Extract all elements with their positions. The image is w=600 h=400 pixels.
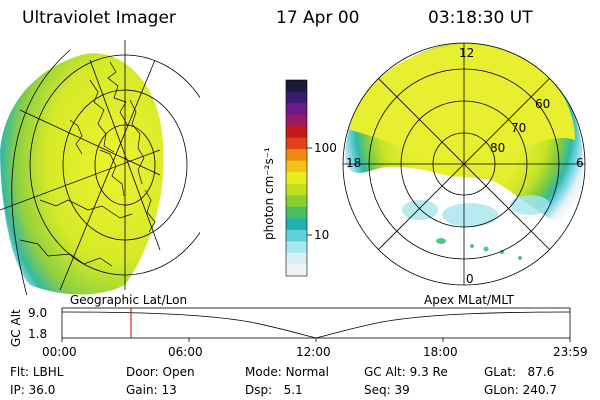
coastlines xyxy=(19,61,156,267)
colorbar-segment xyxy=(286,149,307,162)
mlt-label-0: 0 xyxy=(466,272,474,286)
info-gc-alt: GC Alt: 9.3 Re xyxy=(364,365,448,379)
colorbar-segment xyxy=(286,218,307,231)
colorbar-segment xyxy=(286,264,307,277)
info-dsp: Dsp: 5.1 xyxy=(245,383,303,397)
alt-xtick-1800: 18:00 xyxy=(423,345,458,359)
colorbar-tick-100: 100 xyxy=(314,141,337,155)
alt-xtick-0000: 00:00 xyxy=(42,345,77,359)
mlt-label-6: 6 xyxy=(576,156,584,170)
colorbar-segment xyxy=(286,114,307,127)
mlat-label-70: 70 xyxy=(511,121,527,135)
info-gain: Gain: 13 xyxy=(126,383,177,397)
info-door: Door: Open xyxy=(126,365,195,379)
colorbar-segment xyxy=(286,252,307,265)
info-glon: GLon: 240.7 xyxy=(484,383,557,397)
info-filter: Flt: LBHL xyxy=(10,365,64,379)
colorbar-segment xyxy=(286,91,307,104)
alt-ytick-low: 1.8 xyxy=(28,327,48,341)
alt-xtick-1200: 12:00 xyxy=(296,345,331,359)
altitude-curve xyxy=(61,311,571,339)
colorbar-segment xyxy=(286,229,307,242)
right-map-caption: Apex MLat/MLT xyxy=(424,293,514,307)
instrument-title: Ultraviolet Imager xyxy=(22,8,176,28)
info-ip: IP: 36.0 xyxy=(10,383,56,397)
limb-arc xyxy=(11,49,71,295)
info-seq: Seq: 39 xyxy=(364,383,410,397)
info-mode: Mode: Normal xyxy=(245,365,329,379)
alt-xtick-2359: 23:59 xyxy=(553,345,588,359)
colorbar-segment xyxy=(286,172,307,185)
left-map-caption: Geographic Lat/Lon xyxy=(70,293,188,307)
colorbar-segment xyxy=(286,103,307,116)
alt-ytick-high: 9.0 xyxy=(28,306,48,320)
mlt-label-18: 18 xyxy=(346,156,362,170)
mlat-label-60: 60 xyxy=(535,97,551,111)
observation-time: 03:18:30 UT xyxy=(428,8,533,28)
colorbar-segment xyxy=(286,206,307,219)
colorbar-segment xyxy=(286,160,307,173)
observation-date: 17 Apr 00 xyxy=(276,8,360,28)
alt-xtick-0600: 06:00 xyxy=(168,345,203,359)
info-glat: GLat: 87.6 xyxy=(484,365,555,379)
colorbar-segment xyxy=(286,137,307,150)
colorbar-segment xyxy=(286,126,307,139)
mlt-label-12: 12 xyxy=(459,46,475,60)
colorbar-segment xyxy=(286,195,307,208)
colorbar-segment xyxy=(286,241,307,254)
colorbar-segment xyxy=(286,80,307,93)
mlat-label-80: 80 xyxy=(490,141,506,155)
colorbar-tick-10: 10 xyxy=(314,228,330,242)
colorbar-segment xyxy=(286,183,307,196)
